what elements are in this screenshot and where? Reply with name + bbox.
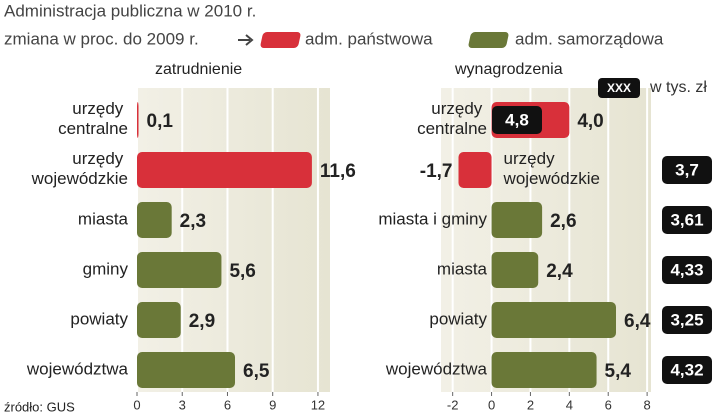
legend-swatch bbox=[260, 32, 301, 48]
subtitle: zmiana w proc. do 2009 r. bbox=[4, 29, 199, 48]
x-tick-label: 0 bbox=[133, 397, 140, 412]
plot-background bbox=[441, 88, 651, 392]
salary-box bbox=[662, 356, 712, 384]
category-label: urzędy centralne bbox=[417, 99, 487, 138]
value-label: 6,5 bbox=[243, 361, 270, 382]
category-label: powiaty bbox=[70, 309, 128, 328]
value-label: 0,1 bbox=[147, 111, 174, 132]
salary-label: 4,8 bbox=[505, 110, 529, 129]
bar bbox=[137, 252, 222, 288]
value-label: 2,6 bbox=[550, 211, 576, 232]
x-tick-label: 0 bbox=[488, 397, 495, 412]
chart-title: wynagrodzenia bbox=[454, 61, 563, 78]
x-tick-label: 9 bbox=[269, 397, 276, 412]
salary-label: 4,32 bbox=[670, 360, 703, 379]
value-label: -1,7 bbox=[420, 161, 453, 182]
category-label: urzędy wojewódzkie bbox=[31, 149, 128, 188]
salary-legend-box-label: XXX bbox=[607, 81, 631, 95]
legend-swatch bbox=[468, 32, 509, 48]
salary-box bbox=[662, 206, 712, 234]
bar bbox=[491, 352, 597, 388]
category-label: gminy bbox=[83, 259, 129, 278]
value-label: 11,6 bbox=[320, 161, 356, 182]
bar bbox=[137, 302, 181, 338]
value-label: 4,0 bbox=[577, 111, 603, 132]
x-tick-label: 8 bbox=[643, 397, 650, 412]
value-label: 5,4 bbox=[605, 361, 632, 382]
value-label: 5,6 bbox=[229, 261, 255, 282]
bar bbox=[137, 202, 172, 238]
salary-label: 3,25 bbox=[670, 310, 703, 329]
salary-label: 3,61 bbox=[670, 210, 703, 229]
category-label: miasta i gminy bbox=[378, 209, 487, 228]
category-label: województwa bbox=[26, 359, 129, 378]
salary-box bbox=[662, 306, 712, 334]
salary-label: 4,33 bbox=[670, 260, 703, 279]
x-tick-label: 6 bbox=[224, 397, 231, 412]
value-label: 2,9 bbox=[189, 311, 215, 332]
x-tick-label: -2 bbox=[447, 397, 459, 412]
salary-legend-box bbox=[598, 78, 640, 98]
page-title: Administracja publiczna w 2010 r. bbox=[4, 1, 256, 20]
value-label: 2,3 bbox=[180, 211, 206, 232]
bar bbox=[491, 202, 543, 238]
value-label: 6,4 bbox=[624, 311, 651, 332]
salary-box bbox=[662, 256, 712, 284]
category-label: miasta bbox=[437, 259, 488, 278]
legend-label: adm. państwowa bbox=[305, 29, 433, 48]
arrow bbox=[238, 34, 254, 46]
source: źródło: GUS bbox=[4, 399, 75, 414]
salary-label: 3,7 bbox=[675, 160, 699, 179]
value-label: 2,4 bbox=[546, 261, 573, 282]
category-label: urzędy centralne bbox=[58, 99, 128, 138]
plot-background bbox=[137, 88, 330, 392]
x-tick-label: 6 bbox=[605, 397, 612, 412]
bar bbox=[491, 302, 616, 338]
legend-label: adm. samorządowa bbox=[515, 29, 664, 48]
x-tick-label: 3 bbox=[179, 397, 186, 412]
salary-unit: w tys. zł bbox=[649, 79, 707, 96]
salary-box bbox=[492, 106, 542, 134]
bar bbox=[458, 152, 492, 188]
bar bbox=[491, 252, 539, 288]
chart-title: zatrudnienie bbox=[155, 61, 242, 78]
salary-box bbox=[662, 156, 712, 184]
category-label: województwa bbox=[385, 359, 488, 378]
x-tick-label: 2 bbox=[527, 397, 534, 412]
category-label: urzędy wojewódzkie bbox=[503, 149, 600, 188]
bar bbox=[137, 102, 139, 138]
bar bbox=[137, 152, 312, 188]
bar bbox=[137, 352, 236, 388]
category-label: miasta bbox=[78, 209, 129, 228]
x-tick-label: 4 bbox=[566, 397, 573, 412]
x-tick-label: 12 bbox=[311, 397, 325, 412]
category-label: powiaty bbox=[429, 309, 487, 328]
